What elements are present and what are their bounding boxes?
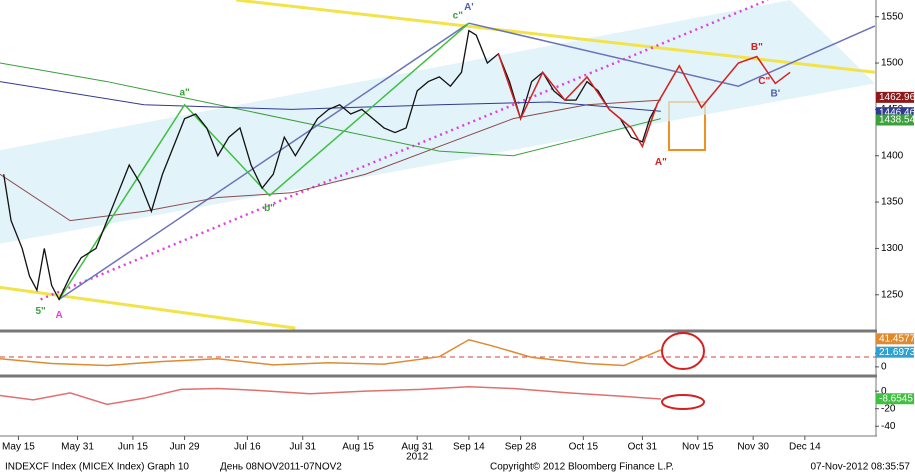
x-tick-label: Nov 15	[682, 442, 714, 453]
x-tick-label: Oct 15	[569, 442, 599, 453]
last-value-box	[876, 333, 914, 345]
y-tick-label: -40	[881, 421, 896, 432]
y-tick-label: 1500	[881, 58, 904, 69]
highlight-circle	[661, 394, 705, 410]
x-tick-label: May 15	[2, 442, 35, 453]
annotation: c"	[453, 10, 464, 21]
series-line	[58, 22, 470, 301]
last-value-label: 41.4577	[879, 333, 915, 344]
y-tick-label: -20	[881, 403, 896, 414]
x-tick-label: Oct 31	[628, 442, 658, 453]
footer-copyright: Copyright© 2012 Bloomberg Finance L.P.	[490, 462, 674, 473]
x-tick-label: Dec 14	[789, 442, 821, 453]
y-tick-label: 0	[881, 362, 887, 373]
y-tick-label: 1400	[881, 150, 904, 161]
x-tick-label: Jun 15	[118, 442, 148, 453]
series-line	[0, 62, 661, 157]
series-line	[3, 29, 658, 301]
y-tick-label: 1550	[881, 11, 904, 22]
annotation: A"	[655, 157, 667, 168]
x-tick-label: May 31	[61, 442, 94, 453]
annotation: 5"	[35, 306, 46, 317]
last-value-box	[876, 107, 914, 119]
y-tick-label: 0	[881, 386, 887, 397]
x-tick-label: Sep 14	[453, 442, 485, 453]
footer-period: День 08NOV2011-07NOV2	[220, 462, 342, 473]
annotation: A	[55, 310, 62, 321]
series-line	[0, 338, 662, 367]
last-value-label: 1462.96	[879, 92, 915, 103]
last-value-box	[876, 114, 914, 126]
y-tick-label: 1250	[881, 289, 904, 300]
footer-date: 07-Nov-2012 08:35:57	[810, 462, 910, 473]
series-line	[40, 0, 769, 301]
annotation: A'	[464, 2, 474, 13]
footer-left: INDEXCF Index (MICEX Index) Graph 10	[5, 462, 189, 473]
last-value-box	[876, 346, 914, 358]
series-line	[58, 22, 470, 300]
x-tick-label: Jul 16	[234, 442, 261, 453]
last-value-label: 1446.46	[879, 107, 915, 118]
last-value-box	[876, 393, 914, 405]
x-year-label: 2012	[406, 452, 429, 463]
x-tick-label: Sep 28	[505, 442, 537, 453]
x-tick-label: Nov 30	[737, 442, 769, 453]
series-line	[497, 53, 791, 149]
annotation: a"	[179, 87, 190, 98]
annotation: B"	[751, 42, 763, 53]
series-line	[0, 285, 296, 330]
last-value-label: 1438.54	[879, 115, 915, 126]
x-tick-label: Aug 15	[342, 442, 374, 453]
y-tick-label: 1350	[881, 197, 904, 208]
highlight-circle	[661, 332, 705, 370]
annotation: b"	[264, 203, 275, 214]
annotation: C"	[758, 76, 770, 87]
y-tick-label: 1300	[881, 243, 904, 254]
x-tick-label: Aug 31	[401, 442, 433, 453]
last-value-label: -8.6545	[879, 393, 913, 404]
annotation: B'	[771, 88, 781, 99]
series-line	[0, 99, 661, 222]
series-line	[468, 22, 875, 87]
channel	[0, 0, 875, 244]
series-line	[0, 386, 661, 406]
series-line	[236, 0, 875, 74]
last-value-label: 21.6973	[879, 347, 915, 358]
x-tick-label: Jun 29	[170, 442, 200, 453]
last-value-box	[876, 91, 914, 103]
series-line	[0, 81, 661, 112]
x-tick-label: Jul 31	[289, 442, 316, 453]
